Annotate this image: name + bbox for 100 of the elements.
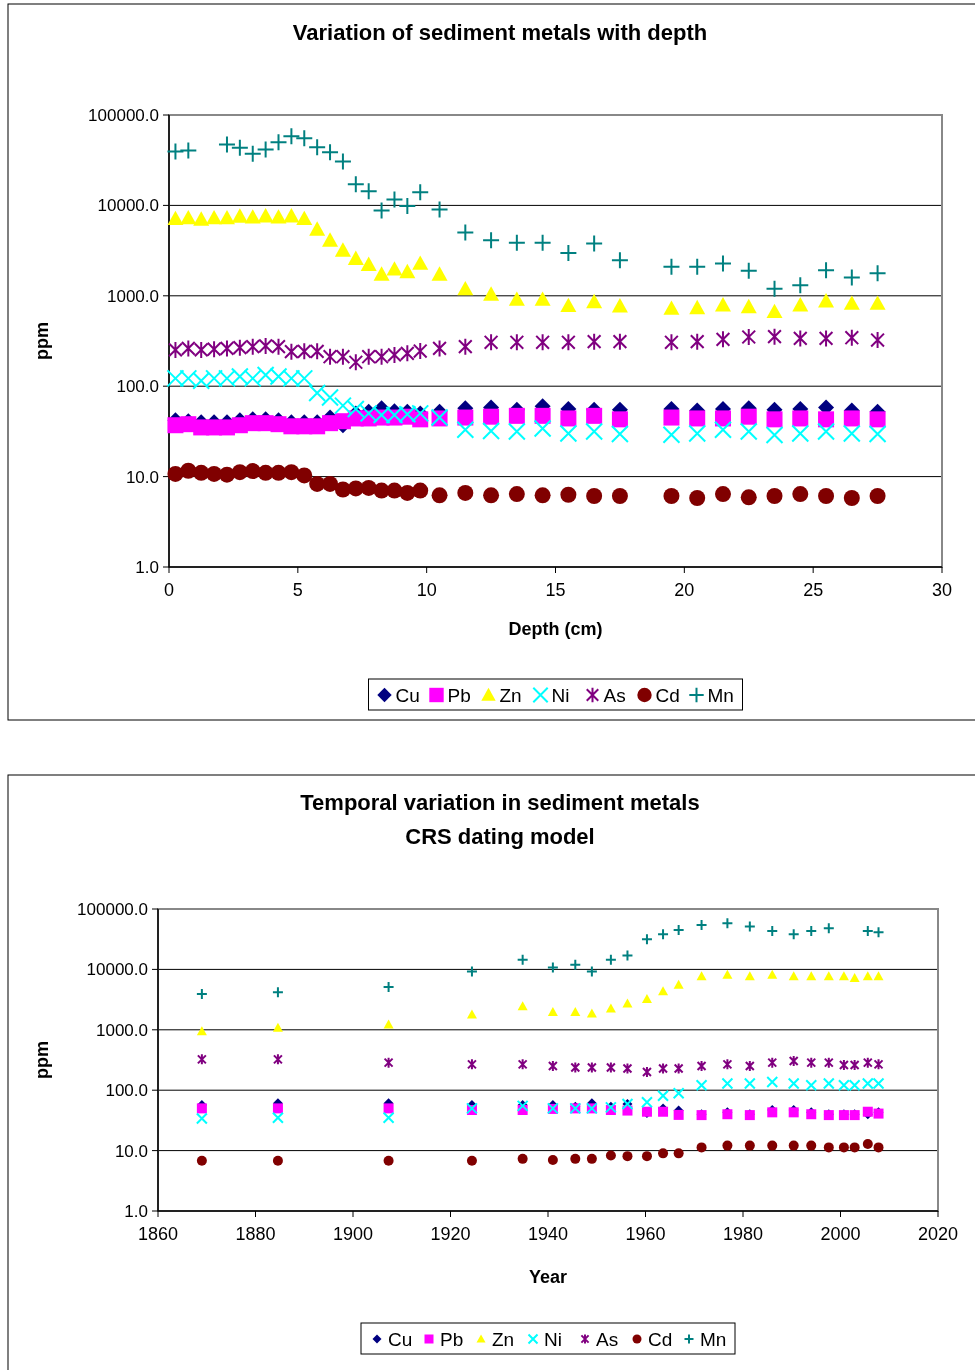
point [658,986,669,996]
point [805,1079,818,1092]
point [715,330,731,349]
point [744,971,755,981]
y-tick-label: 10.0 [114,1141,148,1161]
point [333,152,352,171]
point [412,255,429,270]
point [508,291,525,306]
point [333,396,352,415]
y-tick-label: 10.0 [125,467,159,487]
point [823,971,834,981]
point [399,263,416,279]
y-tick-label: 10000.0 [97,196,159,216]
point [806,971,817,981]
point [534,407,551,424]
point [714,410,731,427]
point [206,465,223,482]
point [870,331,885,350]
point [663,488,680,505]
point [359,182,378,201]
point [658,1148,669,1159]
point [817,261,836,280]
point [309,342,325,361]
point [167,465,184,482]
point [586,1061,597,1074]
point [432,339,447,358]
point [714,486,731,503]
point [193,211,210,226]
point [713,254,732,273]
point [193,340,209,359]
legend-label: Cu [395,684,420,706]
point [673,979,684,989]
y-tick-label: 100.0 [116,377,159,397]
point [245,337,261,356]
point [612,332,628,351]
point [673,1062,684,1075]
point [766,488,783,505]
point [641,1151,652,1162]
point [658,1062,669,1075]
point [258,336,274,355]
x-tick-label: 5 [292,580,303,600]
point [610,251,629,270]
point [605,1150,616,1161]
point [818,329,834,348]
legend-label: Pb [440,1328,464,1350]
point [517,1001,528,1011]
point [180,339,196,358]
point [382,1111,395,1124]
point [196,1103,207,1114]
point [586,407,603,424]
point [818,293,835,308]
point [507,233,526,252]
legend-label: Ni [544,1328,562,1350]
point [622,1062,633,1075]
point [585,965,598,978]
point [767,1140,778,1151]
point [430,200,449,219]
x-tick-label: 30 [931,580,953,600]
point [296,210,313,226]
legend-label: Mn [700,1328,727,1350]
point [823,1056,834,1069]
point [466,1058,477,1071]
point [168,340,183,359]
legend-label: Zn [492,1328,515,1350]
point [869,295,886,310]
point [688,257,707,276]
point [721,1077,734,1090]
point [688,424,707,443]
point [244,463,261,480]
point [743,1077,756,1090]
legend-label: Pb [447,684,471,706]
point [206,340,222,359]
point [838,1142,849,1153]
point [843,295,860,310]
point [611,411,628,428]
point [806,1140,817,1151]
point [482,231,501,250]
point [868,264,887,283]
point [765,426,784,445]
point [466,1155,477,1166]
point [696,971,707,981]
point [640,933,653,946]
x-axis-title: Year [528,1267,568,1287]
point [256,140,275,159]
point [673,1109,684,1120]
point [586,488,603,505]
point [792,486,809,503]
point [308,138,327,157]
point [482,421,501,440]
point [383,1155,394,1166]
point [605,1061,616,1074]
point [386,261,403,276]
point [585,422,604,441]
point [740,408,757,425]
y-tick-label: 100.0 [105,1081,148,1101]
point [383,1056,394,1069]
x-tick-label: 1860 [137,1224,179,1244]
point [271,986,284,999]
point [360,479,377,496]
y-tick-label: 100000.0 [77,899,148,919]
